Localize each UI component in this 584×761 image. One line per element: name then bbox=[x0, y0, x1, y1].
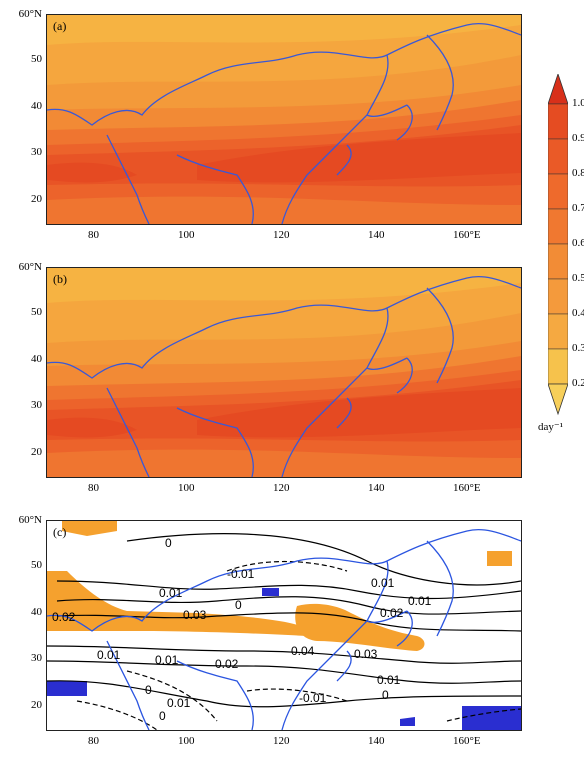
lat-tick: 50 bbox=[31, 53, 42, 65]
panel-label-a: (a) bbox=[53, 19, 67, 33]
colorbar-tick: 0.4 bbox=[572, 307, 584, 319]
contour-label: 0.02 bbox=[52, 610, 76, 624]
colorbar-tick: 0.3 bbox=[572, 342, 584, 354]
lat-tick: 40 bbox=[31, 100, 42, 112]
lon-tick: 160°E bbox=[453, 482, 481, 494]
map-panel-a: (a) bbox=[46, 14, 522, 225]
lat-tick: 30 bbox=[31, 399, 42, 411]
field-map-b bbox=[47, 268, 521, 477]
colorbar bbox=[548, 74, 568, 416]
lon-tick: 100 bbox=[178, 482, 195, 494]
coastline-c bbox=[47, 529, 521, 730]
contour-label: -0.01 bbox=[227, 567, 255, 581]
contour-label: 0.01 bbox=[97, 648, 121, 662]
contour-label: 0.01 bbox=[155, 653, 179, 667]
contour-label: 0 bbox=[159, 709, 166, 723]
difference-map-c: 0 -0.01 0.01 0 0.02 0.03 0.01 0.01 0.02 … bbox=[47, 521, 521, 730]
contour-label: 0.03 bbox=[354, 647, 378, 661]
lat-tick: 20 bbox=[31, 446, 42, 458]
coastline-a bbox=[47, 23, 521, 224]
lon-tick: 120 bbox=[273, 229, 290, 241]
lon-tick: 140 bbox=[368, 482, 385, 494]
panel-label-b: (b) bbox=[53, 272, 67, 286]
field-map-a bbox=[47, 15, 521, 224]
lat-tick: 40 bbox=[31, 606, 42, 618]
map-panel-c: 0 -0.01 0.01 0 0.02 0.03 0.01 0.01 0.02 … bbox=[46, 520, 522, 731]
lon-tick: 140 bbox=[368, 229, 385, 241]
lat-tick: 60°N bbox=[18, 514, 42, 526]
contour-labels: 0 -0.01 0.01 0 0.02 0.03 0.01 0.01 0.02 … bbox=[52, 536, 432, 723]
colorbar-tick: 0.5 bbox=[572, 272, 584, 284]
lat-tick: 60°N bbox=[18, 261, 42, 273]
colorbar-tick: 0.8 bbox=[572, 167, 584, 179]
lon-tick: 80 bbox=[88, 735, 99, 747]
lat-tick: 20 bbox=[31, 699, 42, 711]
lat-tick: 30 bbox=[31, 652, 42, 664]
colorbar-tick: 0.6 bbox=[572, 237, 584, 249]
lon-tick: 100 bbox=[178, 735, 195, 747]
contour-label: 0.03 bbox=[183, 608, 207, 622]
map-panel-b: (b) bbox=[46, 267, 522, 478]
colorbar-tick: 0.9 bbox=[572, 132, 584, 144]
contour-label: 0.01 bbox=[377, 673, 401, 687]
lon-tick: 120 bbox=[273, 735, 290, 747]
negative-significance-shading bbox=[47, 588, 521, 730]
contour-label: 0 bbox=[165, 536, 172, 550]
contour-label: 0.02 bbox=[215, 657, 239, 671]
lat-tick: 50 bbox=[31, 306, 42, 318]
lon-tick: 120 bbox=[273, 482, 290, 494]
contour-label: 0.04 bbox=[291, 644, 315, 658]
lat-tick: 60°N bbox=[18, 8, 42, 20]
lat-tick: 30 bbox=[31, 146, 42, 158]
lon-tick: 160°E bbox=[453, 735, 481, 747]
panel-label-c: (c) bbox=[53, 525, 67, 539]
lat-tick: 40 bbox=[31, 353, 42, 365]
contour-label: 0 bbox=[235, 598, 242, 612]
contour-label: -0.01 bbox=[299, 691, 327, 705]
contour-label: 0 bbox=[382, 688, 389, 702]
colorbar-tick: 0.7 bbox=[572, 202, 584, 214]
lon-tick: 140 bbox=[368, 735, 385, 747]
lat-tick: 20 bbox=[31, 193, 42, 205]
contour-label: 0.02 bbox=[380, 606, 404, 620]
lon-tick: 160°E bbox=[453, 229, 481, 241]
contour-label: 0.01 bbox=[159, 586, 183, 600]
contours bbox=[47, 533, 521, 730]
lon-tick: 80 bbox=[88, 482, 99, 494]
lon-tick: 80 bbox=[88, 229, 99, 241]
lat-tick: 50 bbox=[31, 559, 42, 571]
colorbar-unit: day⁻¹ bbox=[538, 421, 563, 433]
colorbar-tick: 0.2 bbox=[572, 377, 584, 389]
contour-label: 0.01 bbox=[408, 594, 432, 608]
contour-label: 0.01 bbox=[167, 696, 191, 710]
coastline-b bbox=[47, 276, 521, 477]
contour-label: 0.01 bbox=[371, 576, 395, 590]
contour-label: 0 bbox=[145, 683, 152, 697]
lon-tick: 100 bbox=[178, 229, 195, 241]
colorbar-tick: 1.0 bbox=[572, 97, 584, 109]
